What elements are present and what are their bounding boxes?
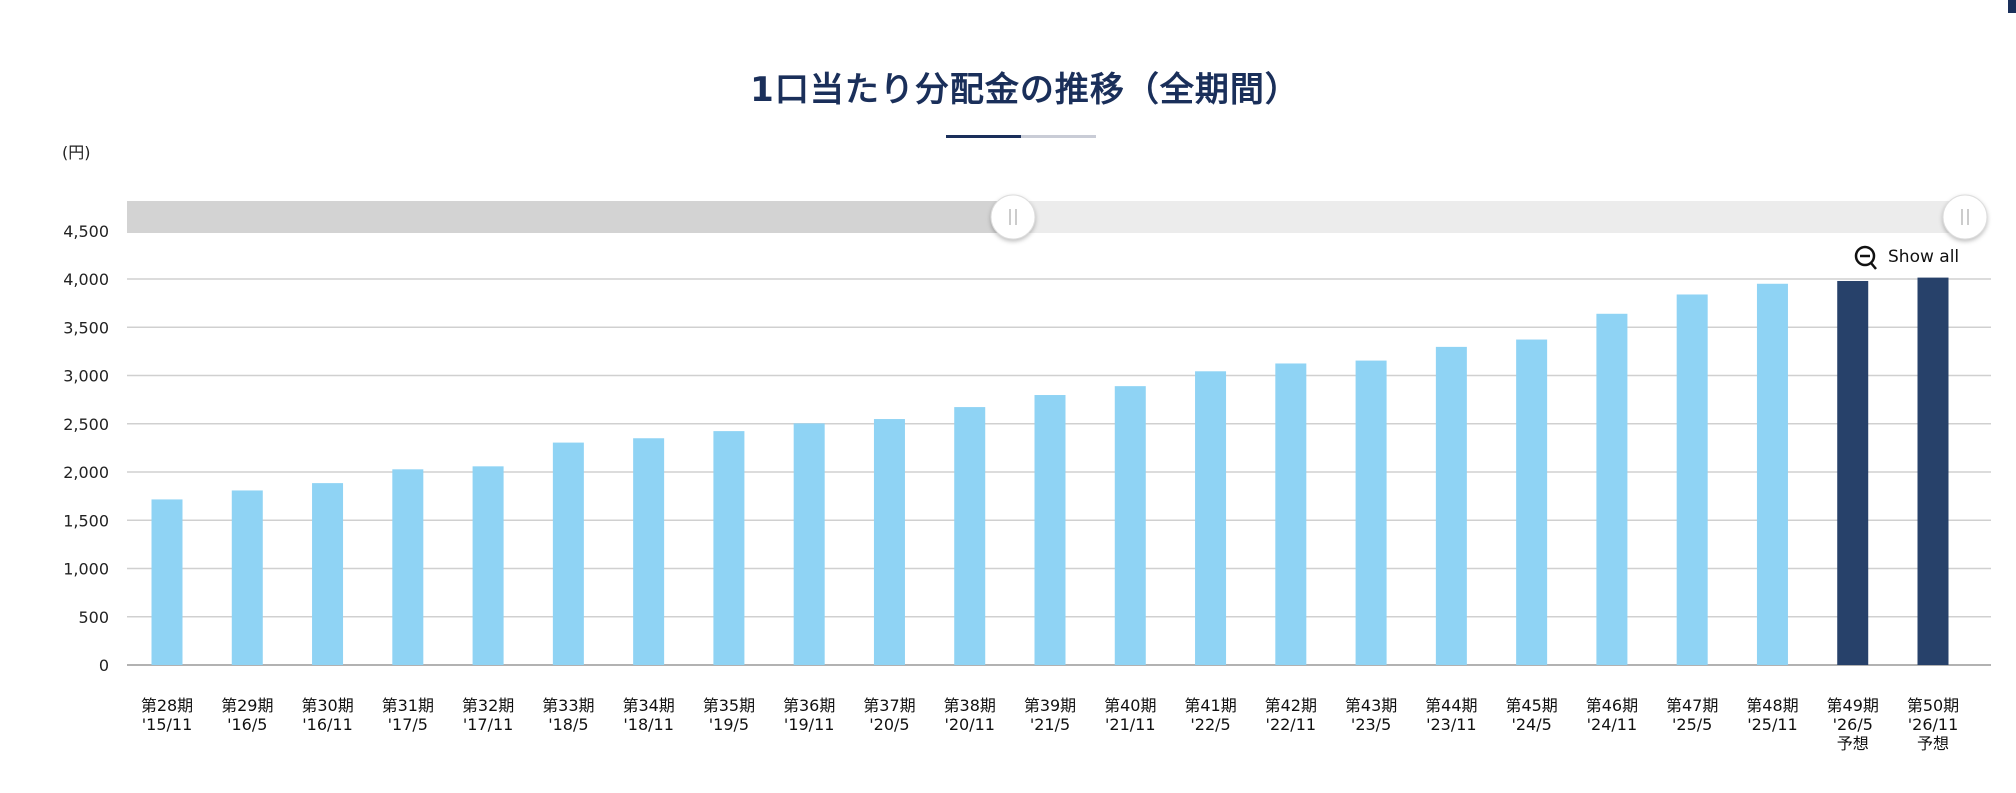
bar[interactable] bbox=[1275, 363, 1307, 665]
x-tick-label: 第41期 bbox=[1184, 696, 1236, 715]
x-tick-label: '17/5 bbox=[388, 715, 428, 734]
x-tick-label: 第30期 bbox=[301, 696, 353, 715]
magnifier-minus-icon bbox=[1854, 245, 1877, 270]
bars bbox=[151, 277, 1949, 665]
x-tick-label: 第32期 bbox=[462, 696, 514, 715]
x-tick-label: '15/11 bbox=[142, 715, 193, 734]
bar[interactable] bbox=[1195, 371, 1227, 665]
x-tick-label: '25/11 bbox=[1747, 715, 1798, 734]
bar[interactable] bbox=[633, 438, 665, 665]
x-tick-label: 予想 bbox=[1837, 734, 1869, 753]
x-tick-label: 第33期 bbox=[542, 696, 594, 715]
y-axis-unit-label: (円) bbox=[62, 143, 91, 162]
bar[interactable] bbox=[1516, 339, 1548, 665]
bar[interactable] bbox=[1756, 283, 1788, 665]
x-tick-label: 第36期 bbox=[783, 696, 835, 715]
y-tick-label: 3,500 bbox=[63, 318, 109, 337]
x-tick-label: '22/11 bbox=[1266, 715, 1317, 734]
bar[interactable] bbox=[793, 423, 825, 665]
y-tick-label: 0 bbox=[99, 656, 109, 675]
bar[interactable] bbox=[1435, 346, 1467, 665]
x-tick-label: 第50期 bbox=[1907, 696, 1959, 715]
x-tick-label: 予想 bbox=[1917, 734, 1949, 753]
x-tick-label: 第48期 bbox=[1746, 696, 1798, 715]
bar-forecast[interactable] bbox=[1837, 280, 1869, 665]
x-tick-label: '22/5 bbox=[1190, 715, 1230, 734]
x-tick-label: '24/11 bbox=[1587, 715, 1638, 734]
y-tick-label: 3,000 bbox=[63, 367, 109, 386]
x-axis-ticks: 第28期'15/11 第29期'16/5 第30期'16/11 第31期'17/5 第3… bbox=[141, 696, 1959, 753]
x-tick-label: 第43期 bbox=[1345, 696, 1397, 715]
bar[interactable] bbox=[1034, 395, 1066, 665]
x-tick-label: 第29期 bbox=[221, 696, 273, 715]
bar[interactable] bbox=[873, 419, 905, 665]
x-tick-label: 第31期 bbox=[382, 696, 434, 715]
title-underline-light bbox=[1021, 135, 1096, 138]
y-tick-label: 500 bbox=[78, 608, 109, 627]
bar[interactable] bbox=[1114, 386, 1146, 665]
x-tick-label: '25/5 bbox=[1672, 715, 1712, 734]
range-slider[interactable] bbox=[127, 194, 1988, 240]
x-tick-label: '20/5 bbox=[869, 715, 909, 734]
x-tick-label: '16/5 bbox=[227, 715, 267, 734]
bar-forecast[interactable] bbox=[1917, 277, 1949, 665]
bar[interactable] bbox=[231, 490, 263, 665]
y-tick-label: 2,500 bbox=[63, 415, 109, 434]
x-tick-label: 第34期 bbox=[622, 696, 674, 715]
y-tick-label: 4,000 bbox=[63, 270, 109, 289]
bar[interactable] bbox=[1596, 313, 1628, 665]
x-tick-label: 第49期 bbox=[1827, 696, 1879, 715]
bar[interactable] bbox=[552, 442, 584, 665]
x-tick-label: '20/11 bbox=[944, 715, 995, 734]
bar[interactable] bbox=[954, 407, 986, 665]
x-tick-label: '16/11 bbox=[302, 715, 353, 734]
show-all-button[interactable]: Show all bbox=[1854, 245, 1959, 270]
show-all-label: Show all bbox=[1888, 247, 1959, 267]
x-tick-label: 第44期 bbox=[1425, 696, 1477, 715]
bar[interactable] bbox=[392, 469, 424, 665]
x-tick-label: '23/11 bbox=[1426, 715, 1477, 734]
x-tick-label: '21/5 bbox=[1030, 715, 1070, 734]
x-tick-label: '26/11 bbox=[1908, 715, 1959, 734]
y-tick-label: 4,500 bbox=[63, 222, 109, 241]
chart-title: 1口当たり分配金の推移（全期間） bbox=[750, 70, 1300, 110]
x-tick-label: '18/11 bbox=[623, 715, 674, 734]
range-slider-track[interactable] bbox=[1013, 201, 1975, 233]
x-tick-label: 第38期 bbox=[944, 696, 996, 715]
x-tick-label: 第39期 bbox=[1024, 696, 1076, 715]
x-tick-label: 第35期 bbox=[703, 696, 755, 715]
x-tick-label: 第46期 bbox=[1586, 696, 1638, 715]
x-tick-label: 第42期 bbox=[1265, 696, 1317, 715]
corner-mark bbox=[2008, 0, 2016, 13]
x-tick-label: '17/11 bbox=[463, 715, 514, 734]
x-tick-label: '18/5 bbox=[548, 715, 588, 734]
bar[interactable] bbox=[312, 483, 344, 665]
x-tick-label: '19/5 bbox=[709, 715, 749, 734]
range-slider-handle-left[interactable] bbox=[990, 194, 1036, 240]
x-tick-label: 第28期 bbox=[141, 696, 193, 715]
y-tick-label: 2,000 bbox=[63, 463, 109, 482]
bar[interactable] bbox=[151, 499, 183, 665]
x-tick-label: '24/5 bbox=[1511, 715, 1551, 734]
x-tick-label: '23/5 bbox=[1351, 715, 1391, 734]
bar[interactable] bbox=[1355, 360, 1387, 665]
x-tick-label: 第37期 bbox=[863, 696, 915, 715]
bar[interactable] bbox=[1676, 294, 1708, 665]
x-tick-label: '26/5 bbox=[1833, 715, 1873, 734]
x-tick-label: 第45期 bbox=[1505, 696, 1557, 715]
y-tick-label: 1,500 bbox=[63, 511, 109, 530]
title-underline-dark bbox=[946, 135, 1021, 138]
x-tick-label: 第40期 bbox=[1104, 696, 1156, 715]
range-slider-handle-right[interactable] bbox=[1942, 194, 1988, 240]
bar[interactable] bbox=[713, 431, 745, 665]
y-axis-ticks: 0 500 1,000 1,500 2,000 2,500 3,000 3,500 4,000 4… bbox=[63, 222, 109, 675]
bar[interactable] bbox=[472, 466, 504, 665]
x-tick-label: '19/11 bbox=[784, 715, 835, 734]
x-tick-label: 第47期 bbox=[1666, 696, 1718, 715]
y-tick-label: 1,000 bbox=[63, 560, 109, 579]
range-slider-selected[interactable] bbox=[127, 201, 1013, 233]
x-tick-label: '21/11 bbox=[1105, 715, 1156, 734]
